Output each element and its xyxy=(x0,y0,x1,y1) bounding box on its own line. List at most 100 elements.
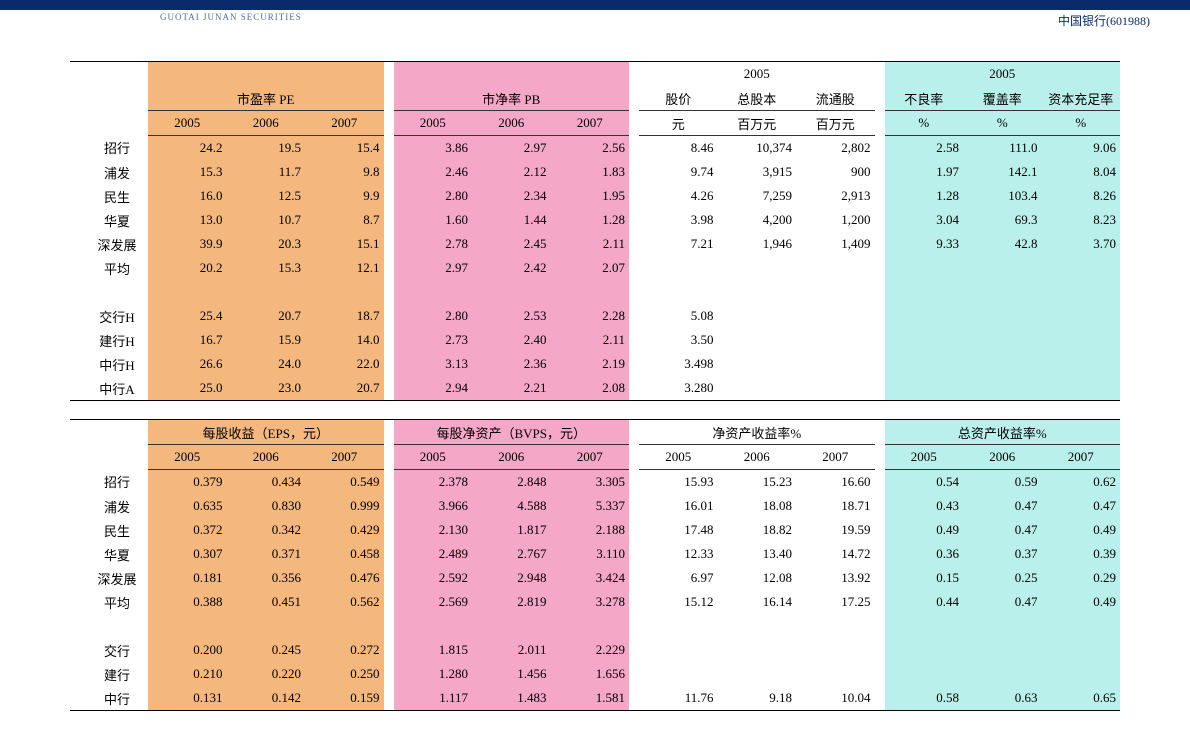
cell xyxy=(639,256,718,280)
cell: 12.5 xyxy=(227,184,306,208)
cell: 0.245 xyxy=(227,638,306,662)
cell: 13.92 xyxy=(796,566,875,590)
cell xyxy=(963,614,1042,638)
pb-y0: 2005 xyxy=(394,111,473,136)
cell: 1.95 xyxy=(551,184,630,208)
cell: 2.848 xyxy=(472,470,551,495)
cell: 2.58 xyxy=(885,136,964,161)
cell xyxy=(796,256,875,280)
cell: 2.08 xyxy=(551,376,630,401)
cell: 12.33 xyxy=(639,542,718,566)
cell: 20.7 xyxy=(305,376,384,401)
cell: 0.44 xyxy=(885,590,964,614)
cell: 1.28 xyxy=(885,184,964,208)
cell: 0.307 xyxy=(148,542,227,566)
cell: 2.45 xyxy=(472,232,551,256)
cell: 9.9 xyxy=(305,184,384,208)
cell: 2.188 xyxy=(551,518,630,542)
cell: 2.53 xyxy=(472,304,551,328)
unit-npl: % xyxy=(885,111,964,136)
cell: 15.4 xyxy=(305,136,384,161)
row-label: 深发展 xyxy=(70,232,148,256)
pb-y1: 2006 xyxy=(472,111,551,136)
cell: 0.39 xyxy=(1042,542,1121,566)
cell: 2.21 xyxy=(472,376,551,401)
cell xyxy=(796,304,875,328)
roa-y0: 2005 xyxy=(885,445,964,470)
cell: 16.0 xyxy=(148,184,227,208)
cell: 9.8 xyxy=(305,160,384,184)
cell xyxy=(394,280,473,304)
cell xyxy=(394,614,473,638)
row-label: 招行 xyxy=(70,470,148,495)
cell: 18.82 xyxy=(718,518,797,542)
cell: 11.76 xyxy=(639,686,718,711)
cell: 0.342 xyxy=(227,518,306,542)
cell xyxy=(963,280,1042,304)
cell xyxy=(1042,280,1121,304)
sect-pe: 市盈率 PE xyxy=(148,86,384,111)
cell: 2.80 xyxy=(394,184,473,208)
cell: 22.0 xyxy=(305,352,384,376)
cell xyxy=(885,638,964,662)
cell: 1.815 xyxy=(394,638,473,662)
cell: 15.93 xyxy=(639,470,718,495)
cell: 18.71 xyxy=(796,494,875,518)
cell: 103.4 xyxy=(963,184,1042,208)
cell: 20.3 xyxy=(227,232,306,256)
cell: 0.142 xyxy=(227,686,306,711)
row-label: 交行H xyxy=(70,304,148,328)
cell: 0.49 xyxy=(1042,518,1121,542)
row-label: 中行A xyxy=(70,376,148,401)
cell: 25.4 xyxy=(148,304,227,328)
cell: 16.14 xyxy=(718,590,797,614)
cell: 8.04 xyxy=(1042,160,1121,184)
cell: 1.280 xyxy=(394,662,473,686)
cell xyxy=(1042,256,1121,280)
cell: 3.424 xyxy=(551,566,630,590)
cell xyxy=(718,638,797,662)
pe-y0: 2005 xyxy=(148,111,227,136)
cell: 20.7 xyxy=(227,304,306,328)
cell: 2.78 xyxy=(394,232,473,256)
cell: 0.999 xyxy=(305,494,384,518)
cell: 3.278 xyxy=(551,590,630,614)
cell: 26.6 xyxy=(148,352,227,376)
cell: 1.656 xyxy=(551,662,630,686)
cell: 2.011 xyxy=(472,638,551,662)
cell xyxy=(796,614,875,638)
cell: 3.86 xyxy=(394,136,473,161)
cell xyxy=(885,352,964,376)
cell: 1.117 xyxy=(394,686,473,711)
valuation-table-1: 2005 2005 市盈率 PE 市净率 PB 股价 总股本 流通股 不良率 覆… xyxy=(70,61,1120,401)
unit-cov: % xyxy=(963,111,1042,136)
cell: 3.50 xyxy=(639,328,718,352)
cell: 2.569 xyxy=(394,590,473,614)
cell xyxy=(885,662,964,686)
cell xyxy=(718,304,797,328)
cell: 10.7 xyxy=(227,208,306,232)
cell: 11.7 xyxy=(227,160,306,184)
cell: 0.451 xyxy=(227,590,306,614)
cell: 39.9 xyxy=(148,232,227,256)
cell xyxy=(885,376,964,401)
cell: 0.58 xyxy=(885,686,964,711)
col-year-quality: 2005 xyxy=(885,62,1121,87)
cell: 2.12 xyxy=(472,160,551,184)
cell xyxy=(963,638,1042,662)
cell: 9.33 xyxy=(885,232,964,256)
row-label: 中行H xyxy=(70,352,148,376)
cell: 2.80 xyxy=(394,304,473,328)
cell: 0.15 xyxy=(885,566,964,590)
cell: 18.08 xyxy=(718,494,797,518)
cell xyxy=(639,280,718,304)
cell: 0.372 xyxy=(148,518,227,542)
cell: 0.47 xyxy=(963,494,1042,518)
cell xyxy=(885,280,964,304)
cell xyxy=(963,256,1042,280)
cell xyxy=(639,614,718,638)
row-label xyxy=(70,280,148,304)
cell: 0.371 xyxy=(227,542,306,566)
sect-eps: 每股收益（EPS，元） xyxy=(148,420,384,445)
row-label: 建行H xyxy=(70,328,148,352)
